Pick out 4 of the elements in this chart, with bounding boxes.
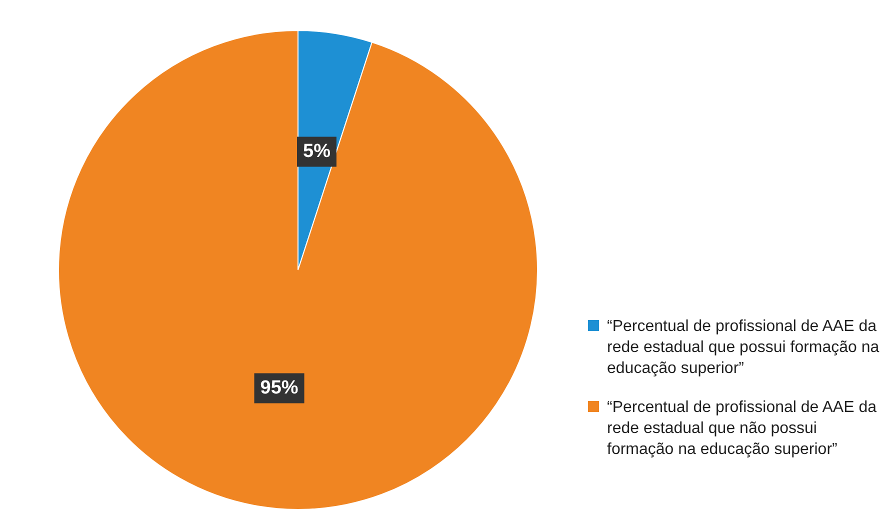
legend-label: “Percentual de profissional de AAE da rede estadual que não possui formação na educação superior”	[607, 398, 878, 460]
data-label: 95%	[260, 378, 298, 399]
legend-label: “Percentual de profissional de AAE da rede estadual que possui formação na educação superior”	[607, 317, 880, 379]
data-label: 5%	[303, 140, 331, 162]
